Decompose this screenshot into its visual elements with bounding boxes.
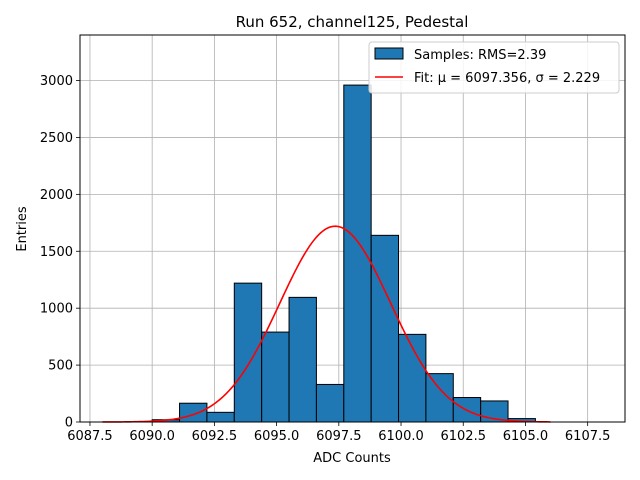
x-axis-label: ADC Counts xyxy=(313,451,391,466)
y-tick-label: 2500 xyxy=(40,131,73,146)
bars-layer xyxy=(151,84,536,423)
x-tick-label: 6092.5 xyxy=(192,429,238,444)
plot-frame xyxy=(79,34,626,423)
x-tick-label: 6100.0 xyxy=(378,429,424,444)
x-tick-label: 6097.5 xyxy=(316,429,362,444)
x-tick-label: 6105.0 xyxy=(503,429,549,444)
legend: Samples: RMS=2.39 Fit: μ = 6097.356, σ =… xyxy=(368,41,620,94)
legend-bar-swatch xyxy=(374,47,404,60)
y-tick-label: 500 xyxy=(48,359,73,374)
histogram-bar xyxy=(315,383,345,423)
y-axis-label: Entries xyxy=(15,206,30,252)
histogram-bar xyxy=(288,296,317,423)
legend-fit-label: Fit: μ = 6097.356, σ = 2.229 xyxy=(414,71,600,86)
x-tick-label: 6087.5 xyxy=(67,429,113,444)
y-tick-label: 0 xyxy=(65,416,73,431)
histogram-bar xyxy=(179,402,208,423)
y-tick-label: 1500 xyxy=(40,245,73,260)
x-tick-label: 6107.5 xyxy=(565,429,611,444)
histogram-bar xyxy=(261,331,290,423)
histogram-bar xyxy=(343,84,372,423)
ticks-layer: 6087.5 6090.0 6092.5 6095.0 6097.5 6100.0 6102… xyxy=(40,74,611,444)
legend-box xyxy=(368,41,620,94)
histogram-bar xyxy=(206,411,235,423)
y-tick-label: 1000 xyxy=(40,302,73,317)
y-tick-label: 3000 xyxy=(40,74,73,89)
gaussian-fit-curve xyxy=(102,225,551,423)
histogram-bar xyxy=(370,234,400,423)
histogram-bar xyxy=(233,282,263,423)
x-tick-label: 6090.0 xyxy=(129,429,175,444)
x-tick-label: 6102.5 xyxy=(440,429,486,444)
legend-samples-label: Samples: RMS=2.39 xyxy=(414,48,546,63)
fit-layer xyxy=(102,225,551,423)
y-tick-label: 2000 xyxy=(40,188,73,203)
chart-title: Run 652, channel125, Pedestal xyxy=(236,13,469,31)
x-tick-label: 6095.0 xyxy=(254,429,300,444)
